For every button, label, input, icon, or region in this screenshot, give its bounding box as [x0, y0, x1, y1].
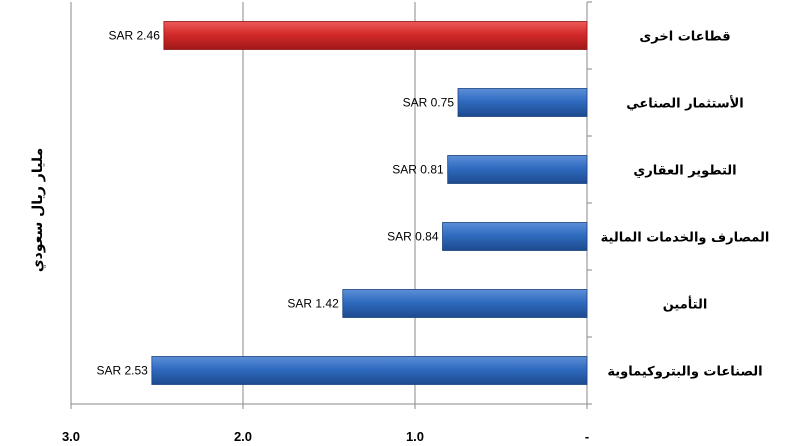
bar-1: [163, 21, 588, 50]
bar-3: [447, 155, 588, 184]
category-label-5: التأمين: [663, 296, 708, 313]
bar-5: [342, 289, 588, 318]
labels: 3.0 2.0 1.0 - SAR 2.46 قطاعات اخرى SAR 0.75 الأ…: [62, 29, 769, 445]
data-label-2: SAR 0.75: [403, 96, 455, 110]
data-label-6: SAR 2.53: [96, 364, 148, 378]
category-label-6: الصناعات والبتروكيماوية: [607, 365, 762, 380]
data-label-4: SAR 0.84: [387, 230, 439, 244]
x-tick-label: -: [585, 429, 589, 444]
category-label-3: التطوير العقاري: [633, 164, 736, 179]
bars: [151, 21, 588, 385]
bar-4: [442, 222, 588, 251]
data-label-3: SAR 0.81: [392, 163, 444, 177]
x-tick-label: 3.0: [62, 429, 80, 444]
category-label-4: المصارف والخدمات المالية: [601, 231, 770, 246]
bar-6: [151, 356, 588, 385]
y-axis-title: مليار ريال سعودي: [30, 148, 47, 272]
x-tick-label: 1.0: [406, 429, 424, 444]
data-label-5: SAR 1.42: [287, 297, 339, 311]
gridlines: [70, 2, 416, 404]
category-label-2: الأستثمار الصناعي: [626, 95, 744, 112]
bar-2: [457, 88, 588, 117]
category-label-1: قطاعات اخرى: [639, 30, 730, 45]
data-label-1: SAR 2.46: [109, 29, 161, 43]
x-tick-label: 2.0: [234, 429, 252, 444]
axes: [70, 1, 592, 409]
